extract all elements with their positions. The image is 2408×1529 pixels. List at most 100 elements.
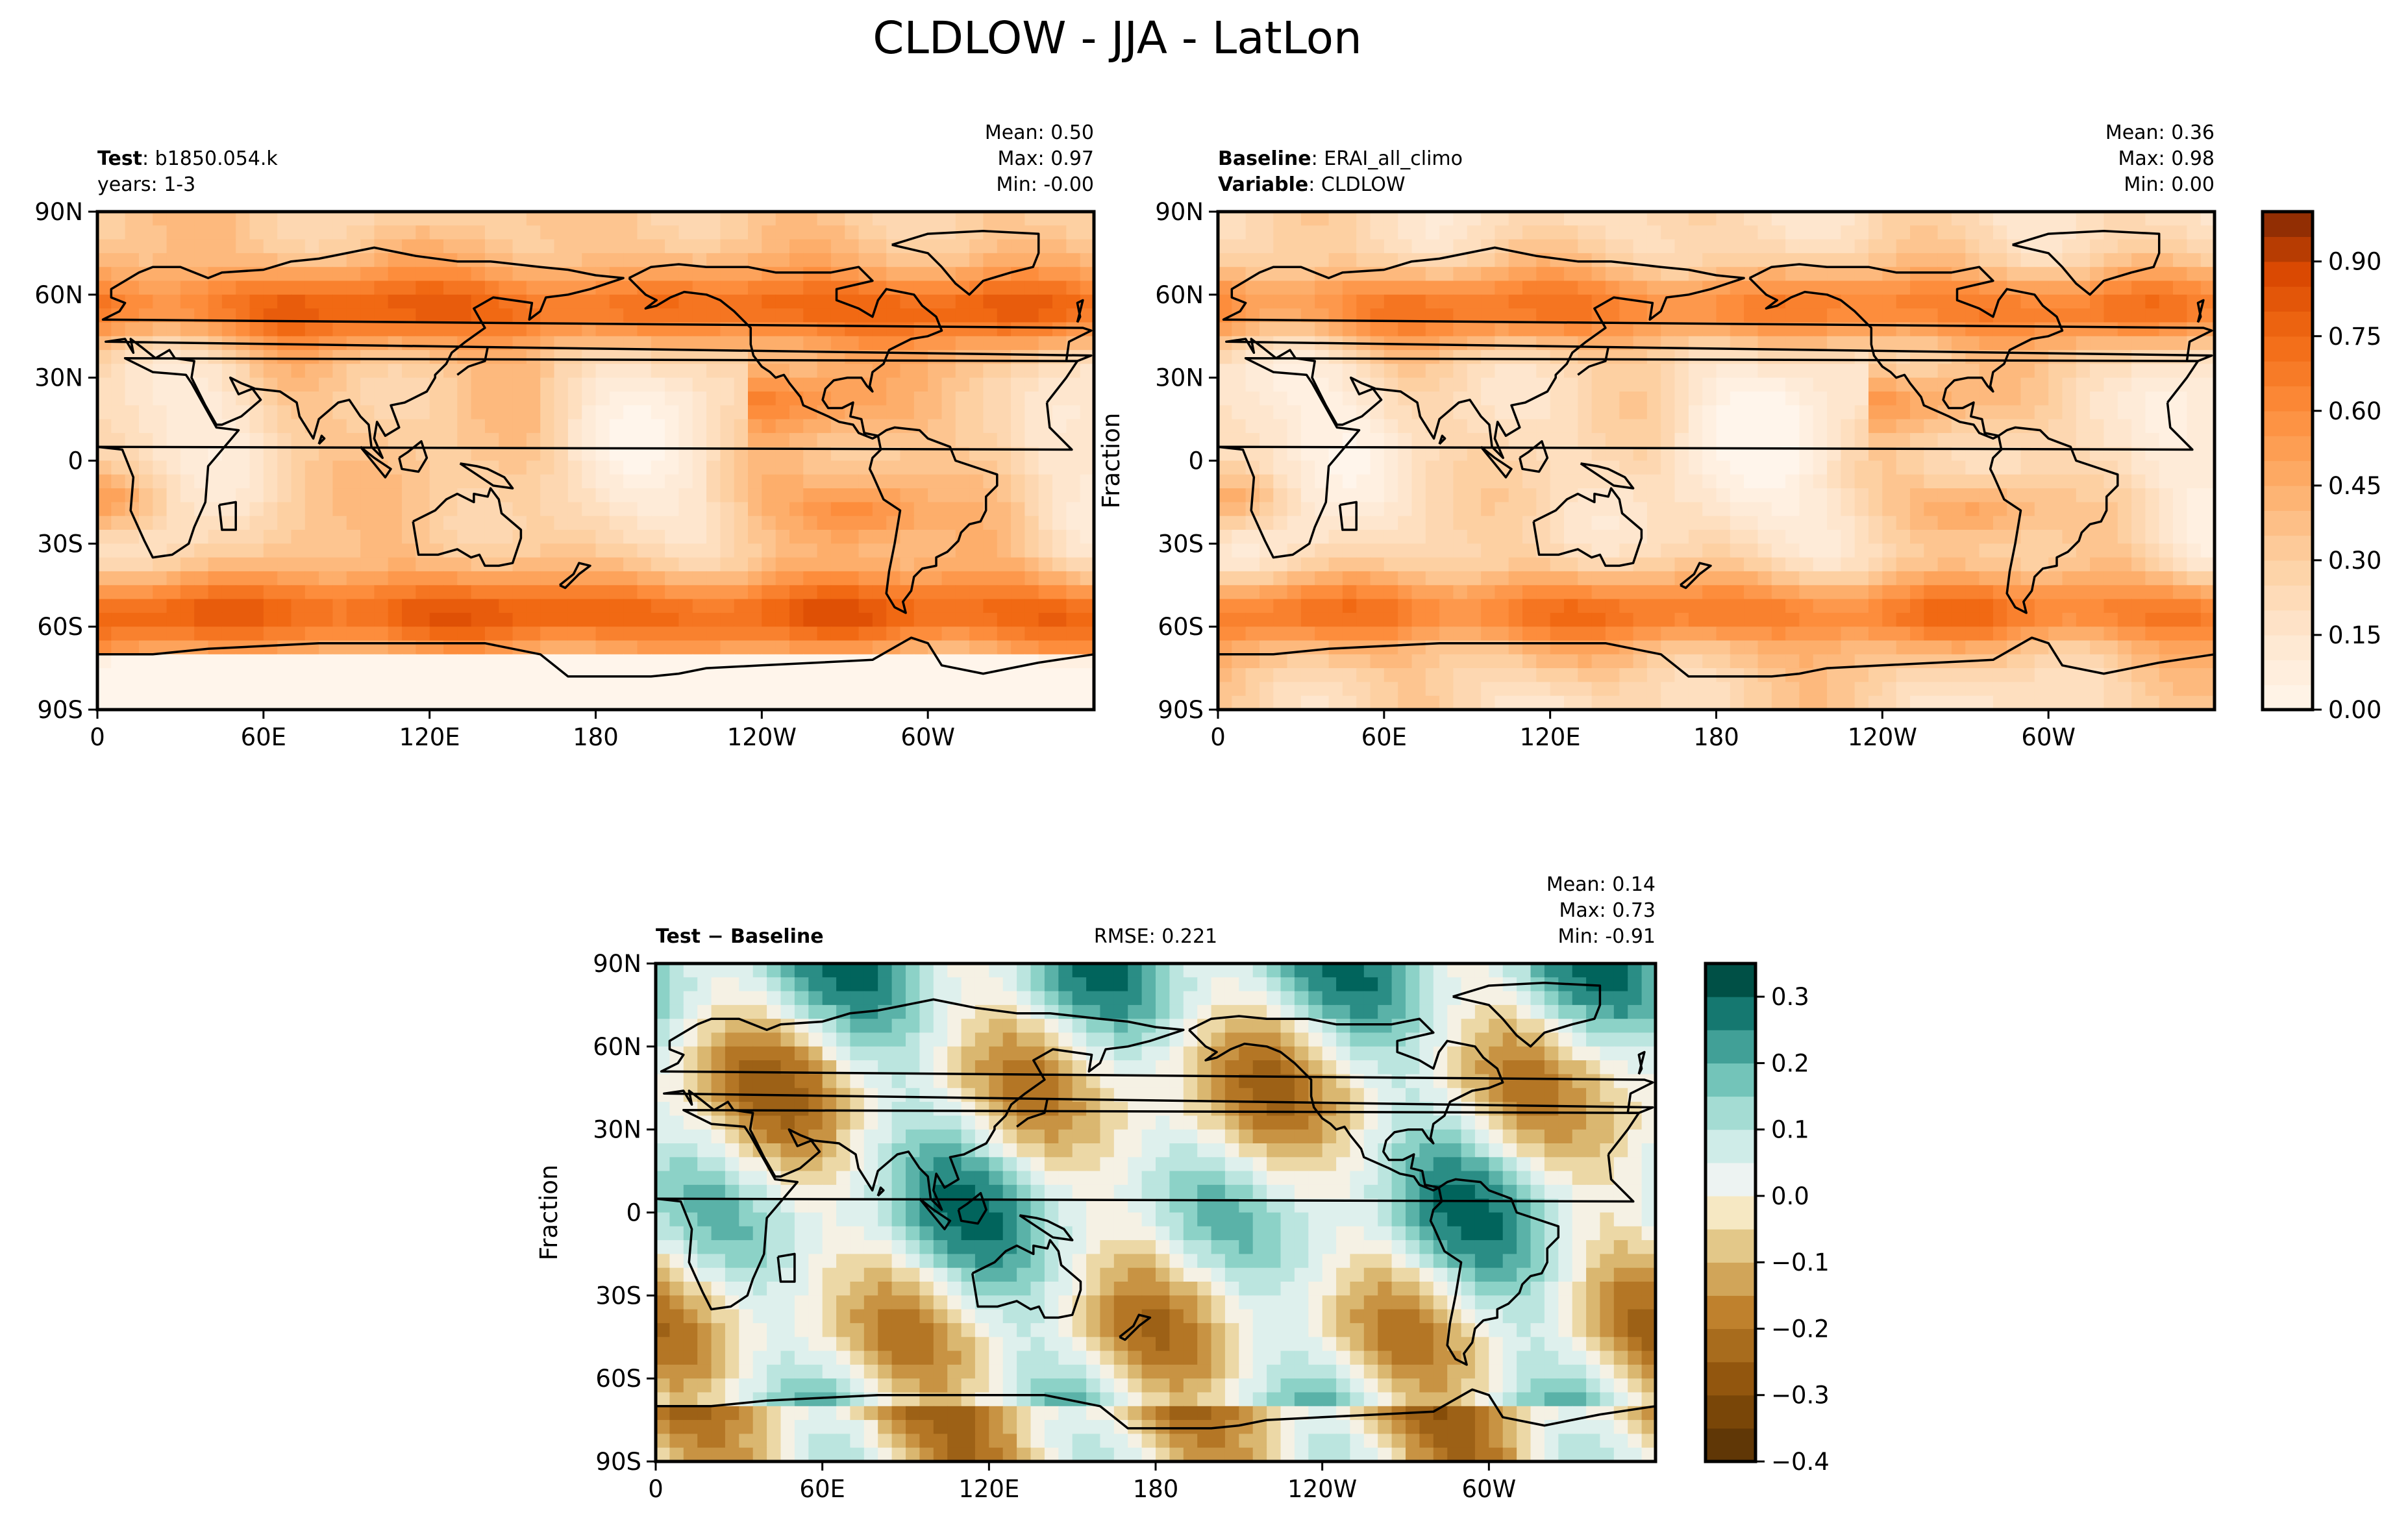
y-tick-label: 0 [68, 447, 83, 475]
heatmap-cell [1356, 350, 1371, 364]
heatmap-cell [1052, 516, 1067, 530]
heatmap-cell [872, 322, 887, 337]
heatmap-cell [2007, 364, 2022, 379]
heatmap-cell [1799, 267, 1814, 282]
heatmap-cell [1951, 585, 1966, 600]
heatmap-cell [789, 571, 804, 586]
heatmap-cell [1688, 543, 1703, 558]
heatmap-cell [1730, 530, 1744, 544]
heatmap-cell [1273, 612, 1288, 627]
heatmap-cell [208, 557, 223, 572]
heatmap-cell [360, 654, 375, 669]
heatmap-cell [1315, 239, 1330, 254]
heatmap-cell [1702, 239, 1717, 254]
heatmap-cell [346, 530, 361, 544]
heatmap-cell [1702, 488, 1717, 503]
heatmap-cell [194, 682, 209, 697]
heatmap-cell [803, 627, 818, 641]
heatmap-cell [471, 585, 486, 600]
heatmap-cell [1854, 267, 1869, 282]
heatmap-cell [1342, 612, 1357, 627]
heatmap-cell [1356, 585, 1371, 600]
heatmap-cell [1536, 405, 1551, 420]
heatmap-cell [1411, 212, 1426, 226]
heatmap-cell [1605, 543, 1620, 558]
heatmap-cell [1481, 294, 1495, 309]
heatmap-cell [277, 460, 292, 475]
heatmap-cell [1730, 599, 1744, 614]
heatmap-cell [1550, 225, 1565, 240]
heatmap-cell [609, 585, 624, 600]
heatmap-cell [1785, 543, 1800, 558]
heatmap-cell [1384, 308, 1398, 323]
heatmap-cell [499, 654, 514, 669]
heatmap-cell [139, 253, 153, 267]
heatmap-cell [346, 668, 361, 682]
heatmap-cell [1287, 474, 1302, 489]
heatmap-cell [277, 599, 292, 614]
heatmap-cell [1439, 543, 1454, 558]
heatmap-cell [1979, 530, 1994, 544]
heatmap-cell [236, 280, 251, 295]
heatmap-cell [2076, 557, 2091, 572]
heatmap-cell [499, 682, 514, 697]
heatmap-cell [1646, 599, 1661, 614]
heatmap-cell [720, 585, 735, 600]
heatmap-cell [1356, 599, 1371, 614]
heatmap-cell [1453, 267, 1468, 282]
heatmap-cell [540, 364, 555, 379]
heatmap-cell [913, 364, 928, 379]
heatmap-cell [1882, 627, 1897, 641]
heatmap-cell [1771, 212, 1786, 226]
heatmap-cell [1633, 267, 1648, 282]
heatmap-cell [332, 267, 347, 282]
heatmap-cell [2145, 308, 2160, 323]
heatmap-cell [1799, 585, 1814, 600]
heatmap-cell [1813, 502, 1828, 517]
heatmap-cell [1896, 640, 1911, 655]
heatmap-cell [969, 377, 984, 392]
heatmap-cell [360, 585, 375, 600]
heatmap-cell [1439, 336, 1454, 351]
heatmap-cell [1965, 225, 1980, 240]
heatmap-cell [567, 212, 582, 226]
heatmap-cell [1218, 225, 1232, 240]
heatmap-cell [997, 530, 1012, 544]
heatmap-cell [1273, 474, 1288, 489]
heatmap-cell [637, 460, 652, 475]
heatmap-cell [1550, 612, 1565, 627]
heatmap-cell [2034, 460, 2049, 475]
heatmap-cell [1646, 585, 1661, 600]
heatmap-cell [111, 640, 126, 655]
heatmap-cell [720, 405, 735, 420]
heatmap-cell [111, 654, 126, 669]
heatmap-cell [817, 447, 832, 462]
heatmap-cell [180, 695, 195, 710]
heatmap-cell [1744, 253, 1758, 267]
heatmap-cell [1757, 225, 1772, 240]
heatmap-cell [2076, 405, 2091, 420]
heatmap-cell [2173, 488, 2187, 503]
heatmap-cell [1481, 350, 1495, 364]
heatmap-cell [1218, 488, 1232, 503]
heatmap-cell [637, 488, 652, 503]
heatmap-cell [1066, 612, 1081, 627]
heatmap-cell [2187, 336, 2202, 351]
heatmap-cell [1411, 488, 1426, 503]
heatmap-cell [1080, 280, 1095, 295]
heatmap-cell [2048, 627, 2063, 641]
heatmap-cell [540, 447, 555, 462]
heatmap-cell [346, 336, 361, 351]
heatmap-cell [637, 253, 652, 267]
heatmap-cell [2034, 405, 2049, 420]
heatmap-cell [706, 585, 721, 600]
heatmap-cell [1716, 516, 1731, 530]
heatmap-cell [304, 474, 319, 489]
heatmap-cell [1882, 530, 1897, 544]
heatmap-cell [997, 350, 1012, 364]
heatmap-cell [706, 557, 721, 572]
heatmap-cell [1536, 212, 1551, 226]
heatmap-cell [678, 516, 693, 530]
heatmap-cell [97, 447, 112, 462]
heatmap-cell [1992, 640, 2007, 655]
